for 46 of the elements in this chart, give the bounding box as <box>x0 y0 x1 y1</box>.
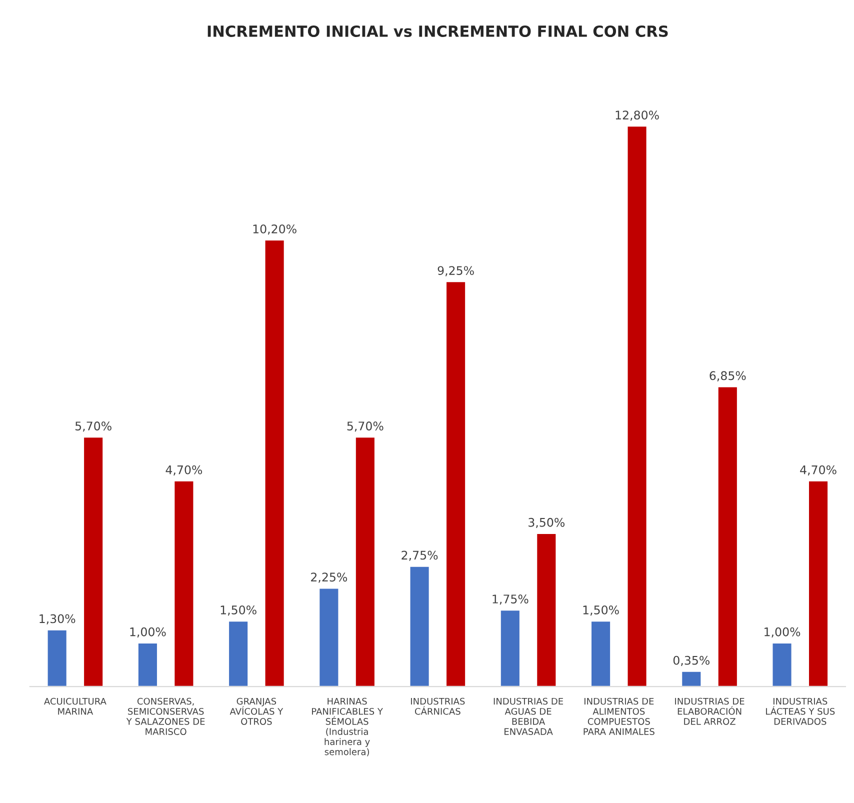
data-label: 9,25% <box>438 266 474 276</box>
bar <box>808 480 829 687</box>
bar <box>445 280 466 687</box>
bar <box>500 609 521 687</box>
data-label: 2,25% <box>311 572 348 583</box>
data-label: 5,70% <box>347 422 384 432</box>
x-tick-label: CONSERVAS, SEMICONSERVAS Y SALAZONES DE MARISCO <box>126 698 205 735</box>
data-label: 4,70% <box>166 465 202 476</box>
bar <box>46 628 68 687</box>
data-label: 1,30% <box>40 614 76 624</box>
data-label: 3,50% <box>528 518 565 528</box>
x-tick-label: INDUSTRIAS LÁCTEAS Y SUS DERIVADOS <box>766 698 835 725</box>
bar <box>536 532 558 687</box>
x-tick-label: GRANJAS AVÍCOLAS Y OTROS <box>230 698 284 725</box>
x-tick-label: HARINAS PANIFICABLES Y SÉMOLAS (Industria harinera y semolera) <box>312 698 383 756</box>
data-label: 1,00% <box>764 627 800 638</box>
data-label: 1,50% <box>583 605 619 616</box>
bar <box>590 620 612 687</box>
x-tick-label: INDUSTRIAS CÁRNICAS <box>411 698 465 715</box>
x-tick-label: INDUSTRIAS DE ALIMENTOS COMPUESTOS PARA ANIMALES <box>584 698 654 735</box>
bar <box>716 386 738 687</box>
bar <box>680 670 702 687</box>
data-label: 1,50% <box>220 605 256 616</box>
chart-title: INCREMENTO INICIAL vs INCREMENTO FINAL CON CRS <box>208 25 668 38</box>
data-label: 12,80% <box>616 110 659 121</box>
x-tick-label: INDUSTRIAS DE ELABORACIÓN DEL ARROZ <box>675 698 744 725</box>
data-label: 6,85% <box>710 371 746 382</box>
bar <box>408 565 430 687</box>
bar <box>173 480 195 687</box>
bar <box>354 436 376 687</box>
data-label: 2,75% <box>402 550 438 561</box>
data-label: 1,00% <box>130 627 166 638</box>
bar <box>771 642 793 687</box>
bar <box>318 587 340 687</box>
data-label: 5,70% <box>75 422 112 432</box>
data-label: 0,35% <box>673 656 710 666</box>
bar <box>264 239 286 687</box>
data-label: 4,70% <box>800 465 836 476</box>
x-tick-label: INDUSTRIAS DE AGUAS DE BEBIDA ENVASADA <box>494 698 564 735</box>
bar <box>137 642 158 687</box>
bar <box>626 125 648 687</box>
data-label: 10,20% <box>253 224 296 235</box>
data-label: 1,75% <box>492 594 528 605</box>
bar <box>82 436 104 687</box>
x-tick-label: ACUICULTURA MARINA <box>44 698 106 715</box>
bar <box>228 620 249 687</box>
